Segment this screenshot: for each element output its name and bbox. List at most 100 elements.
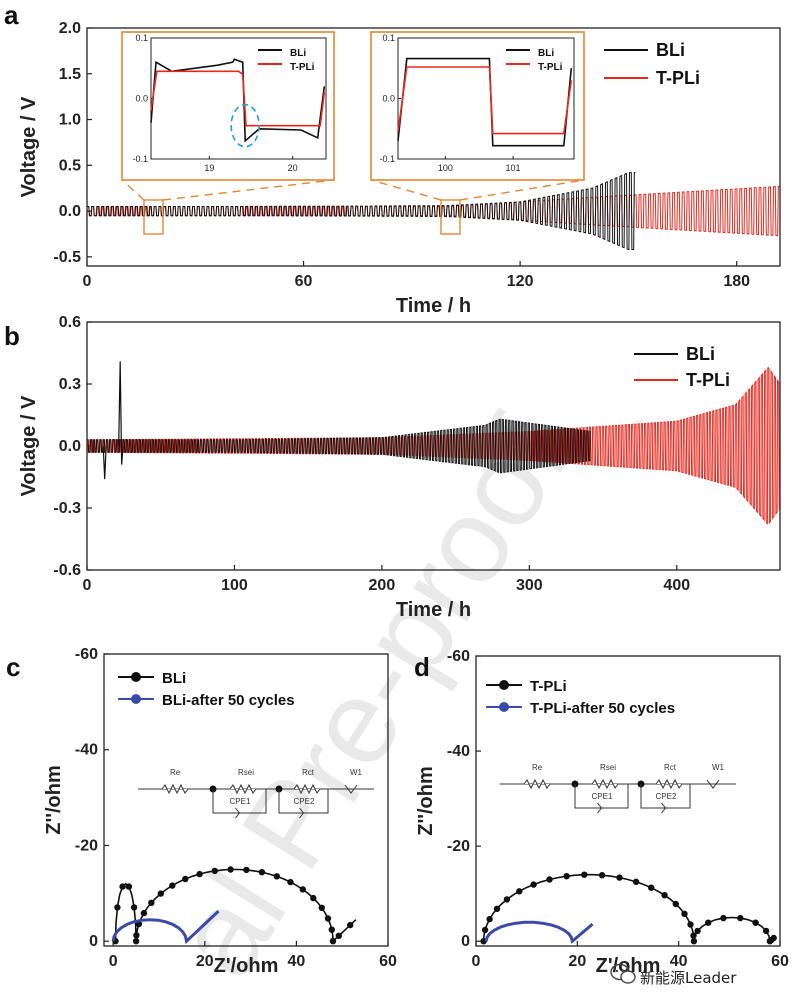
panel-d-resistor bbox=[655, 778, 683, 790]
panel-c-circuit-label: Rct bbox=[302, 768, 315, 777]
panel-d: 0 20 40 60 -60 -40 -20 0 Z'/ohm Z''/ohm T-PLi T-PLi… bbox=[415, 648, 789, 977]
panel-d-series-1-point bbox=[720, 914, 727, 922]
panel-a-inset-1-highlight-ring bbox=[230, 103, 260, 148]
panel-d-xtick-label: 0 bbox=[472, 953, 481, 970]
panel-c-circuit-label: CPE1 bbox=[230, 797, 251, 806]
panel-c-y-axis-title: Z''/ohm bbox=[43, 765, 65, 835]
panel-c-series-1-point bbox=[299, 886, 306, 893]
panel-c-ytick-label: -40 bbox=[75, 742, 98, 759]
panel-c-resistor bbox=[161, 783, 189, 795]
panel-c-series-1-point bbox=[114, 904, 121, 911]
panel-b-x-axis-title: Time / h bbox=[396, 599, 471, 621]
panel-a-inset-1-ytick-label: 0.0 bbox=[135, 94, 148, 104]
panel-c-legend-1-label: BLi bbox=[162, 670, 186, 687]
panel-c-xtick-label: 20 bbox=[196, 953, 214, 970]
panel-d-circuit-label: CPE2 bbox=[656, 792, 677, 801]
panel-c-series-1-point bbox=[347, 921, 354, 929]
panel-a-xtick-label: 60 bbox=[295, 273, 313, 290]
panel-c-series-1-point bbox=[243, 866, 250, 874]
panel-b-ytick-label: -0.6 bbox=[53, 562, 81, 579]
panel-d-series-1-point bbox=[486, 915, 493, 923]
panel-c-series-1-point bbox=[119, 883, 126, 890]
panel-a-inset-2-legend-tpli-label: T-PLi bbox=[538, 62, 563, 73]
panel-a-xtick-label: 180 bbox=[723, 273, 750, 290]
panel-a-ytick-label: 1.0 bbox=[59, 112, 81, 129]
panel-a-ytick-label: 1.5 bbox=[59, 66, 81, 83]
panel-a-xtick-label: 0 bbox=[83, 273, 92, 290]
brand-stamp: 新能源Leader bbox=[610, 963, 737, 987]
panel-d-series-1-point bbox=[530, 881, 537, 888]
panel-a-series-tpli bbox=[87, 185, 780, 237]
panel-b-bli-spikes bbox=[102, 361, 124, 480]
panel-a-inset-2-legend-bli-label: BLi bbox=[538, 48, 554, 59]
panel-c-x-axis-title: Z'/ohm bbox=[214, 955, 279, 977]
panel-d-ytick-label: -20 bbox=[447, 838, 470, 855]
panel-a-plot-frame bbox=[86, 27, 781, 267]
panel-a-series-bli bbox=[87, 172, 636, 250]
panel-d-series-1-point bbox=[690, 938, 698, 945]
panel-a-ytick-label: 2.0 bbox=[59, 20, 81, 37]
panel-b-xtick-label: 300 bbox=[516, 577, 543, 594]
panel-a-letter: a bbox=[4, 0, 19, 30]
panel-d-legend-2-label: T-PLi-after 50 cycles bbox=[530, 700, 675, 717]
panel-c-legend-2-label: BLi-after 50 cycles bbox=[162, 692, 295, 709]
panel-d-legend-1-marker bbox=[499, 680, 509, 690]
panel-c-circuit-label: CPE2 bbox=[294, 797, 315, 806]
panel-d-series-1-point bbox=[503, 896, 511, 903]
panel-c-series-1-point bbox=[148, 899, 155, 906]
panel-b-ytick-label: 0.0 bbox=[59, 438, 81, 455]
panel-d-series-1-point bbox=[598, 872, 606, 879]
panel-c-series-1-point bbox=[132, 938, 140, 945]
panel-d-series-1-point bbox=[546, 876, 553, 883]
panel-a-zoom-connector-right-1 bbox=[162, 179, 335, 201]
panel-a-xtick-label: 120 bbox=[507, 273, 534, 290]
panel-c-series-1-point bbox=[125, 883, 133, 890]
panel-b-ytick-label: 0.6 bbox=[59, 314, 81, 331]
panel-b-ytick-label: -0.3 bbox=[53, 500, 81, 517]
panel-c-letter: c bbox=[6, 652, 20, 682]
panel-d-series-1-point bbox=[672, 900, 679, 908]
panel-b-ytick-label: 0.3 bbox=[59, 376, 81, 393]
panel-a-zoom-connector-right-2 bbox=[459, 179, 585, 201]
panel-d-circuit-label: Re bbox=[532, 763, 543, 772]
panel-c-ytick-label: -60 bbox=[75, 646, 98, 663]
panel-a-inset-2-frame bbox=[370, 31, 585, 181]
panel-b-series-bli bbox=[87, 418, 592, 474]
panel-d-series-1-point bbox=[516, 888, 523, 895]
panel-a-inset-2-series-tpli bbox=[397, 66, 573, 135]
panel-c-series-1-point bbox=[329, 938, 337, 945]
panel-c-legend-2-marker bbox=[131, 694, 141, 704]
panel-b-xtick-label: 100 bbox=[221, 577, 248, 594]
panel-a-ytick-label: -0.5 bbox=[53, 249, 81, 266]
panel-a-inset-1-ytick-label: 0.1 bbox=[135, 33, 148, 43]
panel-d-series-1-point bbox=[705, 919, 712, 926]
panel-d-series-1-point bbox=[581, 871, 588, 878]
panel-d-series-2-line bbox=[484, 920, 594, 944]
panel-d-equivalent-circuit: Re Rsei Rct W1 CPE1 CPE2 bbox=[500, 763, 736, 814]
panel-a-inset-2-ytick-label: 0.0 bbox=[382, 94, 395, 104]
panel-c: 0 20 40 60 -60 -40 -20 0 Z'/ohm Z''/ohm BLi BLi-aft… bbox=[43, 646, 397, 977]
panel-c-series-1-point bbox=[227, 866, 234, 873]
panel-a-inset-2-xtick-label: 100 bbox=[438, 163, 453, 173]
panel-d-xtick-label: 20 bbox=[568, 953, 586, 970]
panel-c-warburg bbox=[344, 784, 358, 794]
panel-b-xtick-label: 200 bbox=[369, 577, 396, 594]
panel-d-cpe-symbol bbox=[661, 802, 667, 814]
panel-a-legend-bli-label: BLi bbox=[656, 40, 685, 60]
panel-a-inset-1-series-tpli bbox=[150, 70, 326, 127]
panel-c-series-1-point bbox=[133, 932, 140, 939]
panel-c-series-1-point bbox=[287, 878, 294, 886]
panel-d-legend-1-label: T-PLi bbox=[530, 678, 567, 695]
panel-a-legend-tpli-label: T-PLi bbox=[656, 68, 700, 88]
panel-d-series-1-point bbox=[690, 932, 697, 939]
panel-c-series-1-point bbox=[157, 890, 164, 897]
panel-d-series-1-point bbox=[563, 873, 570, 880]
panel-d-warburg bbox=[706, 779, 720, 789]
panel-d-cpe-symbol bbox=[597, 802, 603, 814]
panel-d-resistor bbox=[591, 778, 619, 790]
panel-c-series-1-point bbox=[310, 894, 317, 902]
panel-d-letter: d bbox=[414, 652, 430, 682]
panel-d-series-1-line bbox=[482, 873, 776, 943]
panel-d-circuit-label: CPE1 bbox=[592, 792, 613, 801]
